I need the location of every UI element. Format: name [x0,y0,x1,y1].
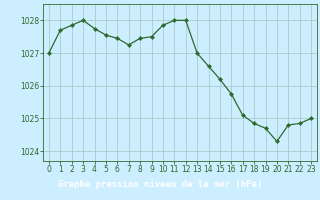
Text: Graphe pression niveau de la mer (hPa): Graphe pression niveau de la mer (hPa) [58,180,262,189]
